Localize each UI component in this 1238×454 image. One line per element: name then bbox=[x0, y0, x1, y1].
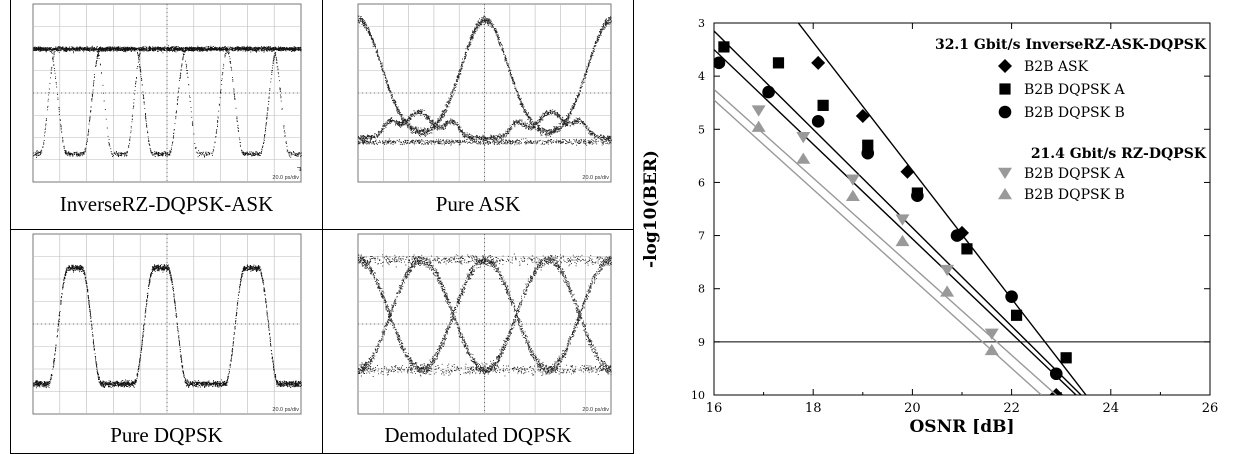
legend: 32.1 Gbit/s InverseRZ-ASK-DQPSK B2B ASK B2… bbox=[935, 37, 1207, 203]
series-b2b-dqpsk-b-2 bbox=[714, 49, 1077, 395]
data-point-b2b-dqpsk-b-4 bbox=[845, 189, 860, 201]
fit-line-b2b-dqpsk-a-1 bbox=[714, 30, 1082, 395]
eye-panel-pure-ask: 20.0 ps/div Pure ASK bbox=[323, 0, 633, 229]
eye-panel-demodulated-dqpsk: 20.0 ps/div Demodulated DQPSK bbox=[323, 230, 633, 454]
x-tick-label: 24 bbox=[1103, 401, 1120, 416]
y-tick-label: 10 bbox=[691, 389, 705, 402]
eye-pure-dqpsk-time-scale: 20.0 ps/div bbox=[272, 407, 299, 413]
data-point-b2b-dqpsk-b-4 bbox=[940, 285, 955, 297]
eye-panel-pure-dqpsk: 20.0 ps/div Pure DQPSK bbox=[11, 230, 322, 454]
legend-marker bbox=[998, 59, 1012, 73]
eye-diagram-pure-dqpsk: 20.0 ps/div bbox=[32, 233, 302, 415]
ber-chart-svg: 16 18 20 22 24 26 3 4 5 6 7 8 9 10 OSNR [dB] -log10(BER… bbox=[641, 17, 1219, 437]
eye-pure-ask-time-scale: 20.0 ps/div bbox=[582, 175, 609, 181]
eye-inverserz-marker: ↴ bbox=[296, 165, 303, 174]
eye-inverserz-time-scale: 20.0 ps/div bbox=[272, 175, 299, 181]
series-b2b-ask-0 bbox=[797, 23, 1087, 395]
x-tick-label: 18 bbox=[805, 401, 822, 416]
data-point-b2b-dqpsk-b-4 bbox=[984, 343, 999, 356]
data-point-b2b-dqpsk-a-1 bbox=[862, 139, 874, 151]
data-point-b2b-dqpsk-a-1 bbox=[961, 243, 973, 255]
x-tick-label: 20 bbox=[904, 401, 921, 416]
x-tick-label: 16 bbox=[706, 401, 723, 416]
y-tick-label: 8 bbox=[698, 283, 705, 296]
eye-pure-dqpsk-trace bbox=[33, 264, 302, 389]
ber-chart: 16 18 20 22 24 26 3 4 5 6 7 8 9 10 OSNR [dB] -log10(BER… bbox=[634, 0, 1238, 454]
data-point-b2b-ask-0 bbox=[900, 164, 915, 179]
y-axis-label: -log10(BER) bbox=[641, 150, 661, 268]
data-point-b2b-dqpsk-b-2 bbox=[1005, 290, 1018, 303]
y-tick-label: 9 bbox=[698, 336, 705, 349]
legend-entry-label: B2B ASK bbox=[1024, 59, 1089, 75]
data-point-b2b-dqpsk-a-3 bbox=[796, 132, 811, 144]
eye-caption-pure-ask: Pure ASK bbox=[435, 192, 521, 216]
x-tick-label: 22 bbox=[1003, 401, 1020, 416]
y-tick-label: 7 bbox=[698, 230, 705, 243]
eye-panel-inverserz: 20.0 ps/div ↴ InverseRZ-DQPSK-ASK bbox=[11, 0, 322, 229]
legend-entry-label: B2B DQPSK A bbox=[1024, 166, 1126, 182]
eye-demod-dqpsk-time-scale: 20.0 ps/div bbox=[582, 407, 609, 413]
data-point-b2b-dqpsk-b-2 bbox=[861, 146, 875, 160]
eye-diagram-pure-ask: 20.0 ps/div bbox=[357, 3, 612, 183]
legend-group-title: 21.4 Gbit/s RZ-DQPSK bbox=[1031, 146, 1207, 162]
data-point-b2b-dqpsk-a-3 bbox=[845, 174, 860, 186]
legend-marker bbox=[999, 83, 1011, 95]
legend-marker bbox=[998, 167, 1012, 179]
eye-caption-demodulated-dqpsk: Demodulated DQPSK bbox=[384, 423, 572, 447]
data-point-b2b-ask-0 bbox=[1049, 388, 1064, 395]
eye-diagram-inverserz: 20.0 ps/div↴ bbox=[32, 3, 303, 183]
data-point-b2b-dqpsk-a-3 bbox=[940, 264, 955, 277]
series-b2b-dqpsk-b-4 bbox=[714, 99, 1042, 395]
data-point-b2b-dqpsk-a-1 bbox=[718, 41, 730, 53]
y-tick-label: 5 bbox=[698, 123, 705, 136]
eye-demod-dqpsk-trace bbox=[358, 253, 612, 377]
data-point-b2b-dqpsk-b-2 bbox=[714, 56, 726, 70]
data-point-b2b-dqpsk-a-1 bbox=[817, 99, 829, 111]
fit-line-b2b-dqpsk-b-4 bbox=[714, 99, 1042, 395]
data-point-b2b-dqpsk-a-1 bbox=[1010, 309, 1023, 321]
legend-group-title: 32.1 Gbit/s InverseRZ-ASK-DQPSK bbox=[935, 37, 1207, 53]
y-tick-label: 4 bbox=[698, 70, 705, 83]
x-tick-label: 26 bbox=[1202, 401, 1219, 416]
y-tick-label: 3 bbox=[698, 17, 705, 30]
panel-divider-horizontal bbox=[11, 229, 633, 230]
legend-marker bbox=[998, 105, 1012, 119]
y-tick-label: 6 bbox=[698, 176, 705, 189]
data-point-b2b-dqpsk-b-4 bbox=[751, 120, 766, 132]
series-b2b-dqpsk-a-3 bbox=[714, 88, 1057, 395]
eye-diagram-demodulated-dqpsk: 20.0 ps/div bbox=[357, 233, 612, 415]
eye-diagram-grid: 20.0 ps/div ↴ InverseRZ-DQPSK-ASK 20.0 ps… bbox=[10, 0, 634, 454]
fit-line-b2b-dqpsk-b-2 bbox=[714, 49, 1077, 395]
legend-entry-label: B2B DQPSK B bbox=[1024, 187, 1125, 203]
data-point-b2b-dqpsk-b-2 bbox=[811, 115, 825, 128]
data-point-b2b-dqpsk-b-4 bbox=[796, 152, 811, 164]
plot-frame bbox=[713, 22, 1211, 396]
fit-line-b2b-ask-0 bbox=[797, 23, 1087, 395]
panel-divider-vertical bbox=[322, 0, 323, 454]
data-point-b2b-dqpsk-a-3 bbox=[895, 214, 910, 226]
eye-inverserz-trace bbox=[33, 45, 302, 158]
legend-marker bbox=[998, 188, 1012, 200]
legend-entry-label: B2B DQPSK B bbox=[1024, 105, 1125, 121]
x-axis-label: OSNR [dB] bbox=[909, 417, 1014, 437]
data-point-b2b-ask-0 bbox=[811, 55, 826, 70]
legend-entry-label: B2B DQPSK A bbox=[1024, 82, 1126, 98]
plot-area bbox=[714, 23, 1087, 395]
eye-caption-pure-dqpsk: Pure DQPSK bbox=[110, 423, 223, 447]
data-point-b2b-dqpsk-a-1 bbox=[772, 57, 785, 69]
data-point-b2b-dqpsk-a-1 bbox=[1060, 352, 1072, 364]
eye-pure-ask-trace bbox=[358, 15, 612, 146]
fit-line-b2b-dqpsk-a-3 bbox=[714, 88, 1057, 395]
data-point-b2b-dqpsk-a-3 bbox=[751, 105, 766, 117]
data-point-b2b-dqpsk-b-2 bbox=[1049, 367, 1063, 381]
data-point-b2b-dqpsk-b-2 bbox=[762, 85, 775, 99]
data-point-b2b-dqpsk-a-3 bbox=[984, 328, 999, 340]
data-point-b2b-ask-0 bbox=[855, 109, 870, 123]
data-point-b2b-dqpsk-b-4 bbox=[895, 234, 910, 247]
data-point-b2b-dqpsk-b-2 bbox=[911, 189, 924, 203]
eye-caption-inverserz: InverseRZ-DQPSK-ASK bbox=[59, 192, 274, 216]
data-point-b2b-dqpsk-b-2 bbox=[950, 229, 964, 242]
